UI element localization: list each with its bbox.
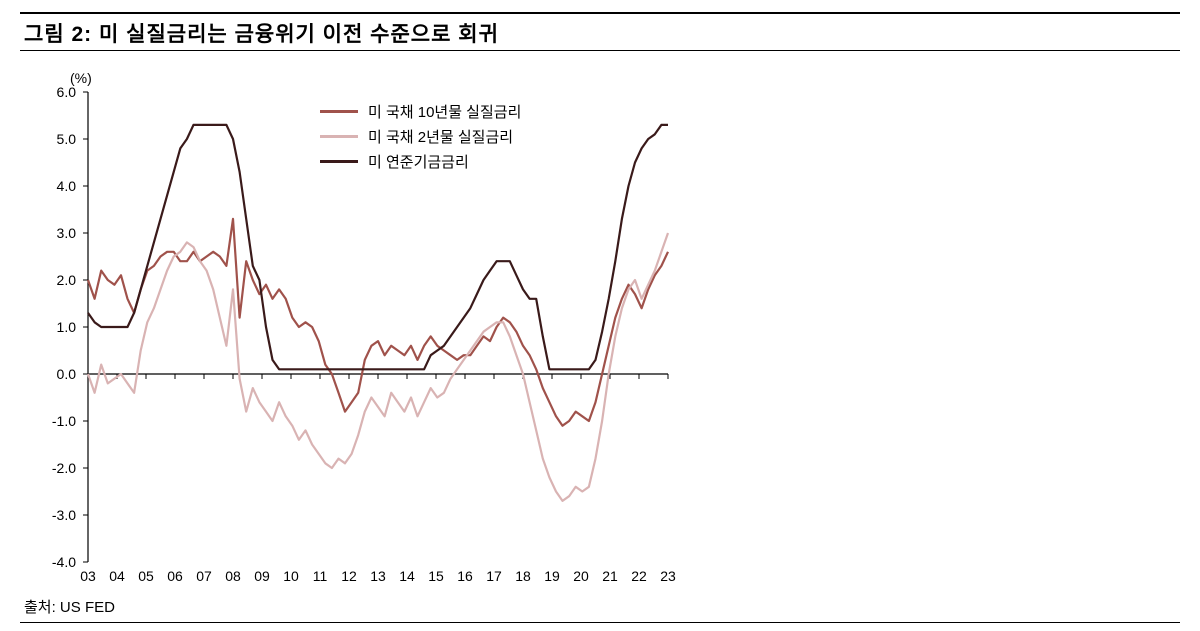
series-line [88,219,668,426]
series-line [88,233,668,501]
title-underline [20,50,1180,51]
top-rule [20,12,1180,14]
legend-swatch [320,160,358,163]
source-label: 출처: US FED [24,596,115,617]
legend-label: 미 국채 10년물 실질금리 [368,101,521,122]
legend-swatch [320,110,358,113]
chart-legend: 미 국채 10년물 실질금리미 국채 2년물 실질금리미 연준기금금리 [320,101,521,176]
chart-area: (%) 6.05.04.03.02.01.00.0-1.0-2.0-3.0-4.… [40,70,680,590]
legend-label: 미 연준기금금리 [368,151,469,172]
legend-item: 미 연준기금금리 [320,151,521,172]
legend-label: 미 국채 2년물 실질금리 [368,126,513,147]
figure-title: 그림 2: 미 실질금리는 금융위기 이전 수준으로 회귀 [24,18,499,48]
bottom-rule [20,622,1180,623]
legend-item: 미 국채 2년물 실질금리 [320,126,521,147]
legend-swatch [320,135,358,138]
figure-container: 그림 2: 미 실질금리는 금융위기 이전 수준으로 회귀 (%) 6.05.0… [0,0,1200,631]
legend-item: 미 국채 10년물 실질금리 [320,101,521,122]
